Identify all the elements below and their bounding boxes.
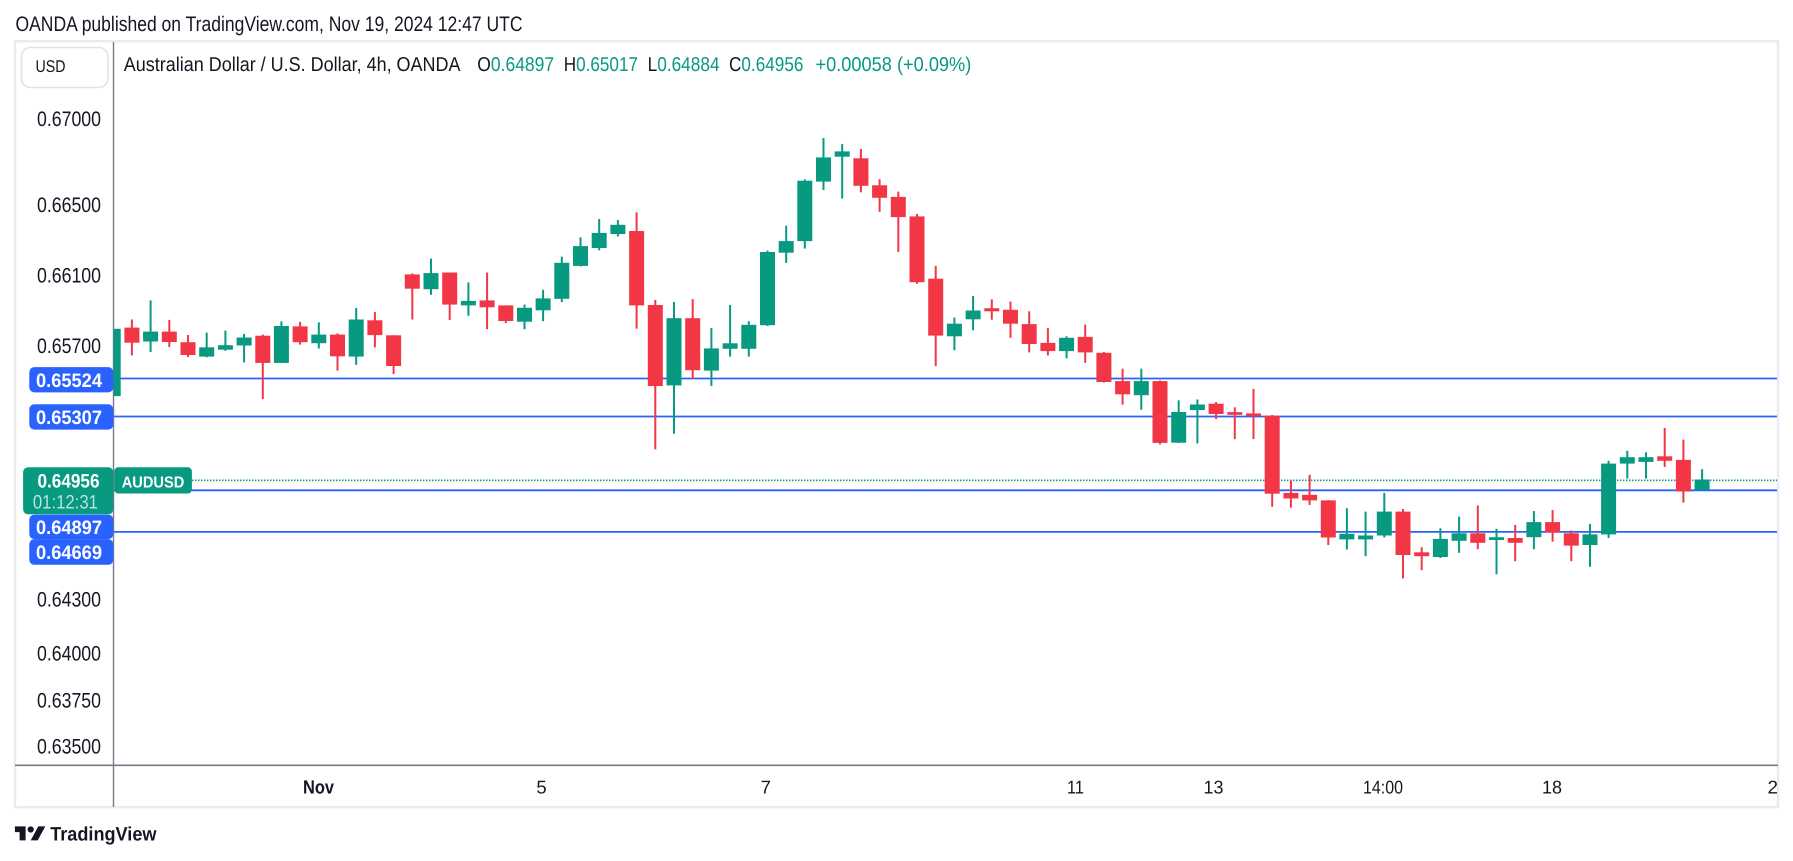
svg-text:7: 7 — [761, 777, 771, 798]
svg-text:0.64956: 0.64956 — [38, 471, 100, 493]
svg-text:Nov: Nov — [303, 778, 334, 799]
svg-text:01:12:31: 01:12:31 — [33, 492, 98, 514]
svg-text:0.66100: 0.66100 — [37, 264, 101, 287]
svg-text:H0.65017: H0.65017 — [564, 54, 638, 76]
svg-text:0.64669: 0.64669 — [36, 542, 102, 564]
svg-text:0.65524: 0.65524 — [36, 370, 102, 392]
svg-text:0.64300: 0.64300 — [37, 588, 101, 611]
svg-text:TradingView: TradingView — [50, 823, 157, 845]
svg-text:+0.00058 (+0.09%): +0.00058 (+0.09%) — [816, 54, 972, 76]
svg-text:0.64000: 0.64000 — [37, 643, 101, 666]
svg-text:C0.64956: C0.64956 — [729, 54, 803, 76]
svg-text:0.65307: 0.65307 — [36, 407, 102, 429]
svg-text:0.65700: 0.65700 — [37, 335, 101, 358]
svg-text:AUDUSD: AUDUSD — [122, 475, 185, 492]
svg-text:11: 11 — [1067, 777, 1084, 798]
svg-text:L0.64884: L0.64884 — [648, 54, 720, 76]
svg-text:20: 20 — [1768, 777, 1789, 798]
svg-text:18: 18 — [1542, 777, 1562, 798]
svg-text:USD: USD — [36, 57, 66, 76]
svg-text:Australian Dollar / U.S. Dolla: Australian Dollar / U.S. Dollar, 4h, OAN… — [124, 54, 461, 76]
svg-text:0.63500: 0.63500 — [37, 736, 101, 759]
svg-text:O0.64897: O0.64897 — [477, 54, 554, 76]
svg-text:5: 5 — [536, 777, 546, 798]
svg-text:14:00: 14:00 — [1363, 777, 1403, 798]
svg-text:0.67000: 0.67000 — [37, 108, 101, 131]
svg-text:13: 13 — [1204, 777, 1224, 798]
svg-text:0.64897: 0.64897 — [36, 517, 102, 539]
svg-text:0.63750: 0.63750 — [37, 690, 101, 713]
svg-text:OANDA published on TradingView: OANDA published on TradingView.com, Nov … — [16, 13, 523, 36]
svg-text:0.66500: 0.66500 — [37, 194, 101, 217]
